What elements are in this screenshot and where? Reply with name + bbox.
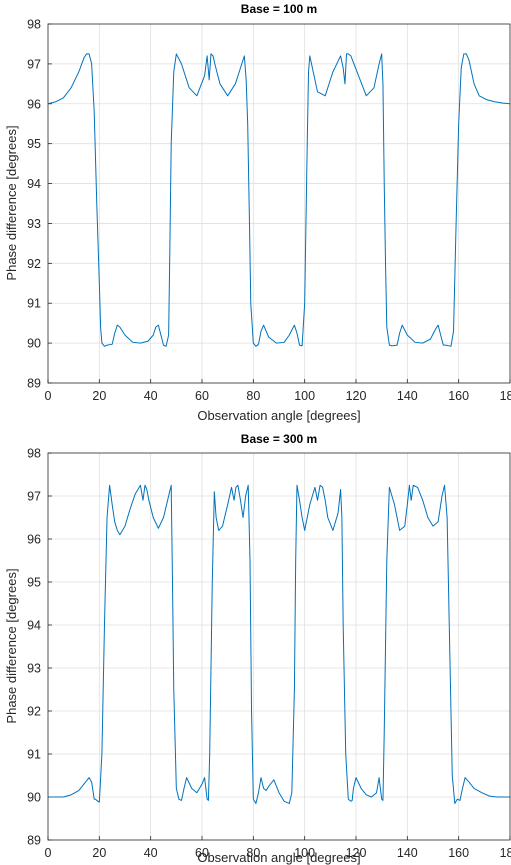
y-tick-label: 98 xyxy=(27,447,41,461)
x-tick-label: 20 xyxy=(92,846,106,860)
plot-area xyxy=(48,24,510,383)
x-tick-label: 120 xyxy=(346,846,367,860)
y-tick-label: 90 xyxy=(27,337,41,351)
y-tick-label: 89 xyxy=(27,834,41,848)
y-tick-label: 89 xyxy=(27,377,41,391)
y-tick-label: 91 xyxy=(27,748,41,762)
x-tick-label: 140 xyxy=(397,389,418,403)
y-tick-label: 92 xyxy=(27,257,41,271)
x-tick-label: 120 xyxy=(346,389,367,403)
y-axis-ticks: 89 90 91 92 93 94 95 96 97 98 xyxy=(27,18,52,391)
x-tick-label: 160 xyxy=(448,846,469,860)
y-tick-label: 98 xyxy=(27,18,41,32)
y-tick-label: 95 xyxy=(27,137,41,151)
chart-title: Base = 100 m xyxy=(241,2,317,16)
series-line xyxy=(48,484,510,804)
x-axis-label: Observation angle [degrees] xyxy=(197,408,360,423)
x-tick-label: 0 xyxy=(45,846,52,860)
y-tick-label: 96 xyxy=(27,97,41,111)
x-tick-label: 0 xyxy=(45,389,52,403)
x-tick-label: 180 xyxy=(500,846,511,860)
y-axis-ticks: 89 90 91 92 93 94 95 96 97 98 xyxy=(27,447,52,848)
x-tick-label: 100 xyxy=(294,846,315,860)
x-tick-label: 40 xyxy=(144,846,158,860)
y-tick-label: 91 xyxy=(27,297,41,311)
x-tick-label: 100 xyxy=(294,389,315,403)
plot-frame xyxy=(47,452,511,841)
y-tick-label: 93 xyxy=(27,662,41,676)
plot-area xyxy=(48,453,510,840)
x-tick-label: 40 xyxy=(144,389,158,403)
x-tick-label: 60 xyxy=(195,389,209,403)
x-tick-label: 80 xyxy=(246,389,260,403)
y-tick-label: 92 xyxy=(27,705,41,719)
chart-title: Base = 300 m xyxy=(241,432,317,446)
y-tick-label: 94 xyxy=(27,177,41,191)
y-axis-label: Phase difference [degrees] xyxy=(4,125,19,280)
y-tick-label: 96 xyxy=(27,533,41,547)
y-tick-label: 90 xyxy=(27,791,41,805)
y-tick-label: 94 xyxy=(27,619,41,633)
x-tick-label: 80 xyxy=(246,846,260,860)
x-tick-label: 140 xyxy=(397,846,418,860)
x-axis-label: Observation angle [degrees] xyxy=(197,850,360,865)
x-axis-ticks: 0 20 40 60 80 100 120 140 160 180 xyxy=(45,836,511,860)
x-tick-label: 160 xyxy=(448,389,469,403)
x-axis-ticks: 0 20 40 60 80 100 120 140 160 180 xyxy=(45,379,511,403)
plot-frame xyxy=(47,23,511,384)
y-tick-label: 97 xyxy=(27,490,41,504)
y-tick-label: 93 xyxy=(27,217,41,231)
chart-base-300: Base = 300 m 0 20 40 60 80 100 120 140 160 180 89… xyxy=(4,432,511,865)
x-tick-label: 60 xyxy=(195,846,209,860)
grid xyxy=(48,453,510,840)
series-line xyxy=(47,53,511,347)
chart-base-100: Base = 100 m 0 20 40 60 80 100 120 140 160 180 89… xyxy=(4,2,511,423)
y-tick-label: 97 xyxy=(27,57,41,71)
x-tick-label: 20 xyxy=(92,389,106,403)
x-tick-label: 180 xyxy=(500,389,511,403)
y-tick-label: 95 xyxy=(27,576,41,590)
y-axis-label: Phase difference [degrees] xyxy=(4,568,19,723)
